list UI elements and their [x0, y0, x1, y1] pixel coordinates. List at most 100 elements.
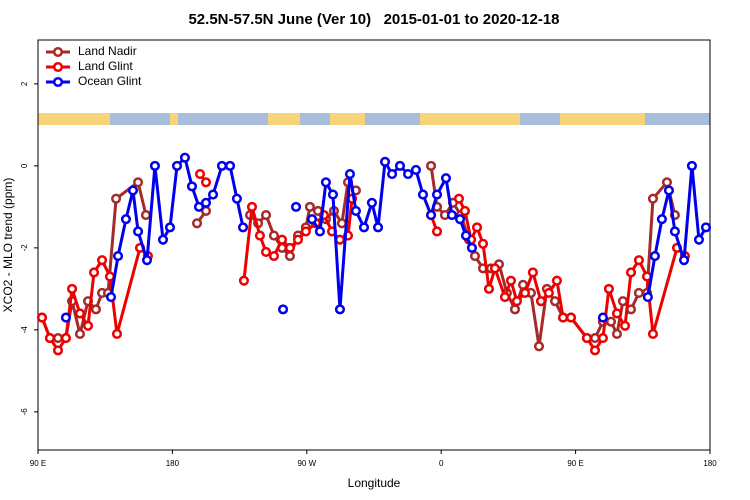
- data-point: [649, 251, 660, 262]
- data-point: [425, 210, 437, 221]
- x-axis-label: Longitude: [348, 476, 401, 490]
- data-point: [207, 189, 219, 200]
- series-line: [109, 156, 708, 311]
- data-point: [260, 246, 272, 258]
- x-tick-label: 90 E: [567, 459, 583, 468]
- data-point: [254, 230, 265, 241]
- data-point: [97, 255, 108, 266]
- legend-label: Ocean Glint: [78, 74, 142, 88]
- y-tick-label: 0: [20, 163, 29, 168]
- data-point: [394, 160, 406, 171]
- data-point: [693, 234, 704, 245]
- data-point: [358, 222, 370, 233]
- data-point: [344, 169, 356, 180]
- x-tick-label: 0: [439, 459, 444, 468]
- data-point: [44, 333, 55, 344]
- data-point: [52, 333, 64, 344]
- data-point: [489, 263, 501, 274]
- data-point: [440, 173, 452, 184]
- data-point: [74, 308, 86, 319]
- data-point: [533, 341, 545, 352]
- data-point: [111, 328, 123, 340]
- data-point: [231, 193, 242, 204]
- data-point: [471, 222, 483, 233]
- data-point: [194, 169, 206, 180]
- legend-label: Land Nadir: [78, 44, 137, 58]
- data-point: [380, 156, 391, 167]
- data-point: [446, 210, 458, 221]
- data-point: [171, 160, 183, 171]
- y-axis-label: XCO2 - MLO trend (ppm): [1, 178, 15, 313]
- data-point: [686, 160, 697, 171]
- data-point: [157, 234, 169, 245]
- data-point: [200, 197, 212, 208]
- data-point: [466, 242, 478, 253]
- data-point: [284, 251, 295, 262]
- data-point: [278, 304, 289, 315]
- legend-marker: [52, 46, 64, 58]
- data-point: [417, 189, 429, 200]
- data-point: [605, 316, 617, 327]
- data-point: [216, 160, 228, 171]
- data-point: [224, 160, 236, 171]
- data-point: [597, 312, 608, 323]
- data-point: [133, 226, 144, 237]
- data-point: [425, 160, 437, 171]
- data-point: [74, 328, 86, 340]
- data-point: [633, 255, 644, 266]
- x-tick-label: 180: [703, 459, 717, 468]
- data-point: [535, 296, 547, 307]
- data-point: [549, 296, 561, 307]
- data-point: [141, 255, 153, 266]
- data-point: [90, 304, 101, 315]
- data-point: [647, 328, 659, 340]
- data-point: [112, 251, 124, 262]
- data-point: [276, 234, 288, 245]
- data-point: [558, 312, 569, 323]
- chart-title: 52.5N-57.5N June (Ver 10) 2015-01-01 to …: [188, 11, 559, 28]
- data-point: [642, 292, 653, 303]
- data-point: [505, 275, 516, 286]
- x-tick-label: 90 W: [297, 459, 316, 468]
- data-point: [120, 214, 132, 225]
- data-point: [290, 201, 302, 212]
- data-point: [350, 205, 361, 217]
- data-point: [611, 328, 623, 340]
- plot-frame: [37, 39, 711, 451]
- data-point: [565, 312, 577, 323]
- data-point: [36, 312, 48, 323]
- data-point: [366, 197, 377, 208]
- data-point: [581, 333, 592, 344]
- data-point: [453, 193, 465, 204]
- data-point: [617, 296, 628, 307]
- data-point: [304, 201, 315, 212]
- data-point: [511, 296, 522, 307]
- data-point: [60, 333, 71, 344]
- data-point: [603, 283, 614, 294]
- data-point: [237, 222, 249, 233]
- data-point: [387, 169, 398, 180]
- data-point: [661, 177, 673, 188]
- data-point: [483, 283, 495, 294]
- data-point: [300, 226, 311, 237]
- data-point: [499, 292, 511, 303]
- data-point: [66, 283, 78, 294]
- data-point: [127, 185, 139, 196]
- data-point: [431, 189, 443, 200]
- data-point: [519, 287, 531, 299]
- data-point: [164, 222, 176, 233]
- data-point: [527, 267, 538, 278]
- land-ocean-strip: [38, 113, 710, 125]
- data-point: [336, 218, 347, 229]
- data-point: [327, 189, 338, 200]
- data-point: [105, 292, 117, 303]
- data-point: [460, 230, 472, 241]
- data-point: [88, 267, 100, 278]
- data-point: [52, 345, 64, 356]
- data-point: [477, 238, 489, 249]
- data-point: [656, 214, 667, 225]
- data-point: [669, 226, 680, 237]
- x-tick-label: 180: [166, 459, 180, 468]
- data-point: [647, 193, 659, 204]
